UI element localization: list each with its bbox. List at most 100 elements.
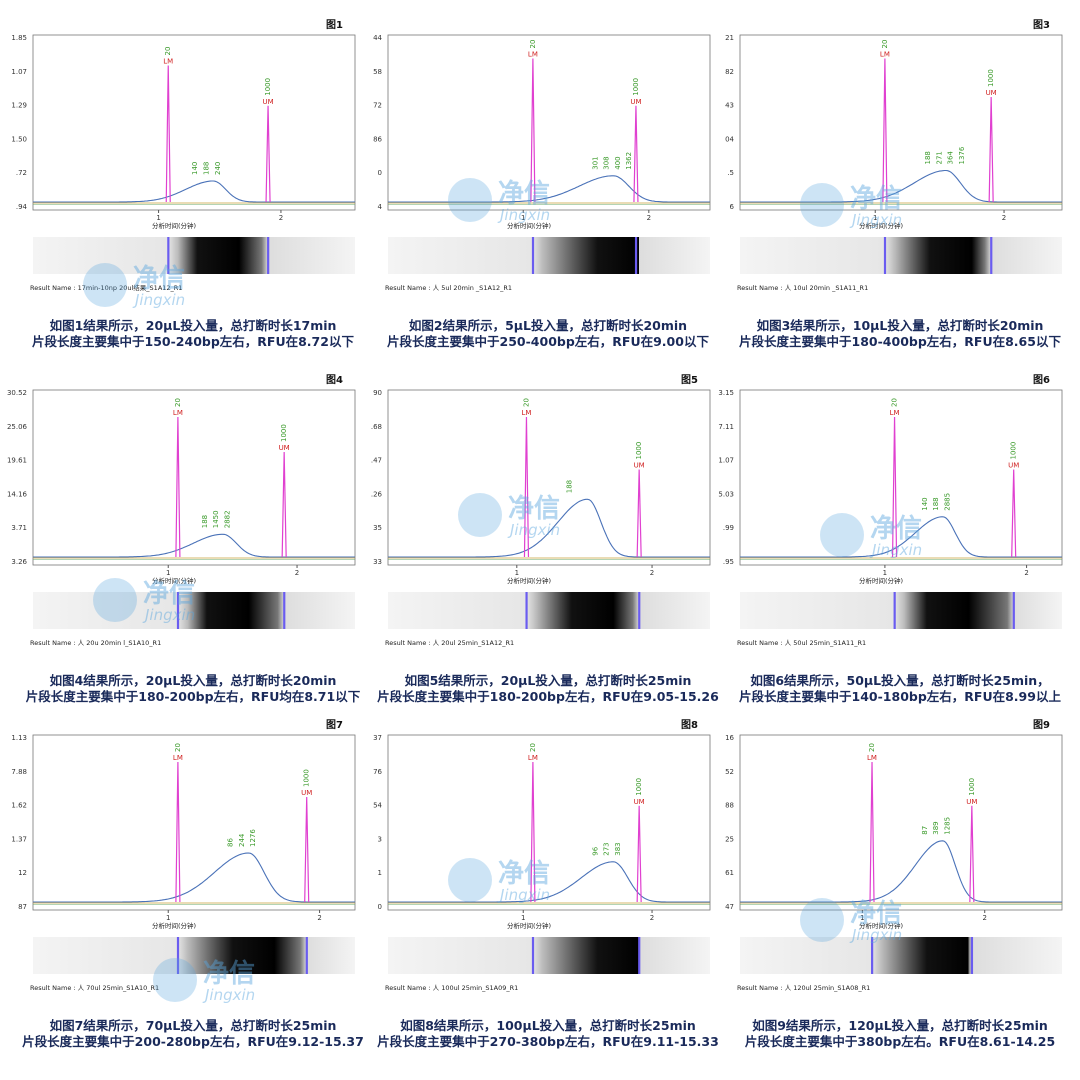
watermark-cn: 净信 [850,184,902,214]
panel: 图6 3.15 7.11 1.07 5.03 .99 .95 1 2 分析时间(分钟) 20 LM 10… [718,374,1063,704]
plot-frame [387,389,711,566]
watermark-cn: 净信 [498,859,550,889]
gel-marker [531,237,535,274]
gel-marker [531,937,535,974]
peak-label: 140 [921,497,929,510]
marker-peak [1011,469,1017,558]
marker-size: 20 [174,743,182,752]
result-name: Result Name : 人 20ul 25min_S1A12_R1 [385,639,514,647]
trace [33,533,355,558]
marker-peak [869,761,875,903]
y-tick-label: 16 [725,734,734,742]
y-tick-label: 5.03 [718,490,734,498]
x-axis-label: 分析时间(分钟) [859,921,903,930]
gel-marker [638,592,641,629]
marker-name: UM [986,89,997,97]
marker-name: LM [163,58,173,66]
marker-peak [882,58,888,203]
watermark-cn: 净信 [133,264,185,294]
y-tick-label: 21 [725,34,734,42]
y-tick-label: 44 [373,34,382,42]
gel-marker [167,237,170,274]
marker-name: UM [630,98,641,106]
x-tick-label: 2 [317,914,321,922]
y-tick-label: 1 [378,869,382,877]
result-name: Result Name : 人 50ul 25min_S1A11_R1 [737,639,866,647]
marker-peak [165,65,171,203]
x-axis-label: 分析时间(分钟) [507,221,551,230]
marker-size: 1000 [280,424,288,442]
y-tick-label: 52 [725,768,734,776]
trace [388,498,710,558]
y-tick-label: 87 [18,903,27,911]
y-tick-label: 1.85 [11,34,27,42]
y-tick-label: .68 [371,423,382,431]
caption: 片段长度主要集中于140-180bp左右，RFU在8.99以上 [739,689,1061,704]
trace [740,516,1062,558]
y-tick-label: 58 [373,68,382,76]
watermark-en: Jingxin [497,886,550,904]
gel-marker [990,237,993,274]
caption: 片段长度主要集中于150-240bp左右，RFU在8.72以下 [32,334,354,349]
x-tick-label: 1 [156,214,160,222]
x-tick-label: 2 [650,914,654,922]
caption: 片段长度主要集中于250-400bp左右，RFU在9.00以下 [387,334,709,349]
y-tick-label: 86 [373,135,382,143]
caption: 如图4结果所示，20μL投入量，总打断时长20min [50,673,337,688]
marker-peak [969,805,975,903]
gel-marker [267,237,270,274]
y-tick-label: 33 [373,558,382,566]
marker-size: 1000 [635,778,643,796]
watermark-cn: 净信 [143,579,195,609]
y-tick-label: 3.71 [11,524,27,532]
caption: 如图1结果所示，20μL投入量，总打断时长17min [50,318,337,333]
marker-size: 20 [164,47,172,56]
watermark-en: Jingxin [869,541,922,559]
caption: 如图7结果所示，70μL投入量，总打断时长25min [50,1018,337,1033]
x-tick-label: 2 [647,214,651,222]
y-tick-label: .47 [371,457,382,465]
caption: 片段长度主要集中于180-200bp左右，RFU在9.05-15.26 [377,689,719,704]
marker-name: UM [634,798,645,806]
caption: 片段长度主要集中于180-200bp左右，RFU均在8.71以下 [26,689,361,704]
marker-size: 20 [529,743,537,752]
y-tick-label: 54 [373,802,382,810]
x-tick-label: 2 [295,569,299,577]
peak-label: 188 [566,480,574,493]
gel-lane [740,937,1062,974]
y-tick-label: 1.13 [11,734,27,742]
peak-label: 273 [603,842,611,855]
gel-lane [388,237,710,274]
marker-name: LM [528,51,538,59]
marker-size: 1000 [635,442,643,460]
trace [740,169,1062,203]
gel-marker [970,937,974,974]
result-name: Result Name : 人 5ul 20min _S1A12_R1 [385,284,512,292]
trace [33,852,355,903]
peak-label: 86 [227,838,235,847]
panel: 图1 1.85 1.07 1.29 1.50 .72 .94 1 2 分析时间(分钟) 20 LM 10… [11,19,356,349]
y-tick-label: 0 [378,169,382,177]
peak-label: 2882 [223,510,231,528]
y-tick-label: 3 [378,835,382,843]
marker-size: 20 [522,398,530,407]
y-tick-label: 25.06 [7,423,28,431]
marker-peak [891,416,898,558]
caption: 片段长度主要集中于200-280bp左右，RFU在9.12-15.37 [22,1034,364,1049]
marker-name: LM [890,409,900,417]
x-tick-label: 2 [1002,214,1006,222]
gel-marker [883,237,887,274]
marker-name: UM [301,789,312,797]
marker-size: 1000 [264,78,272,96]
gel-lane [388,592,710,629]
y-tick-label: 3.26 [11,558,27,566]
marker-peak [636,805,642,903]
trace [388,861,710,903]
peak-label: 188 [932,497,940,510]
peak-label: 2885 [943,493,951,511]
marker-peak [633,105,639,203]
marker-size: 1000 [632,78,640,96]
marker-name: LM [880,51,890,59]
trace [740,840,1062,903]
